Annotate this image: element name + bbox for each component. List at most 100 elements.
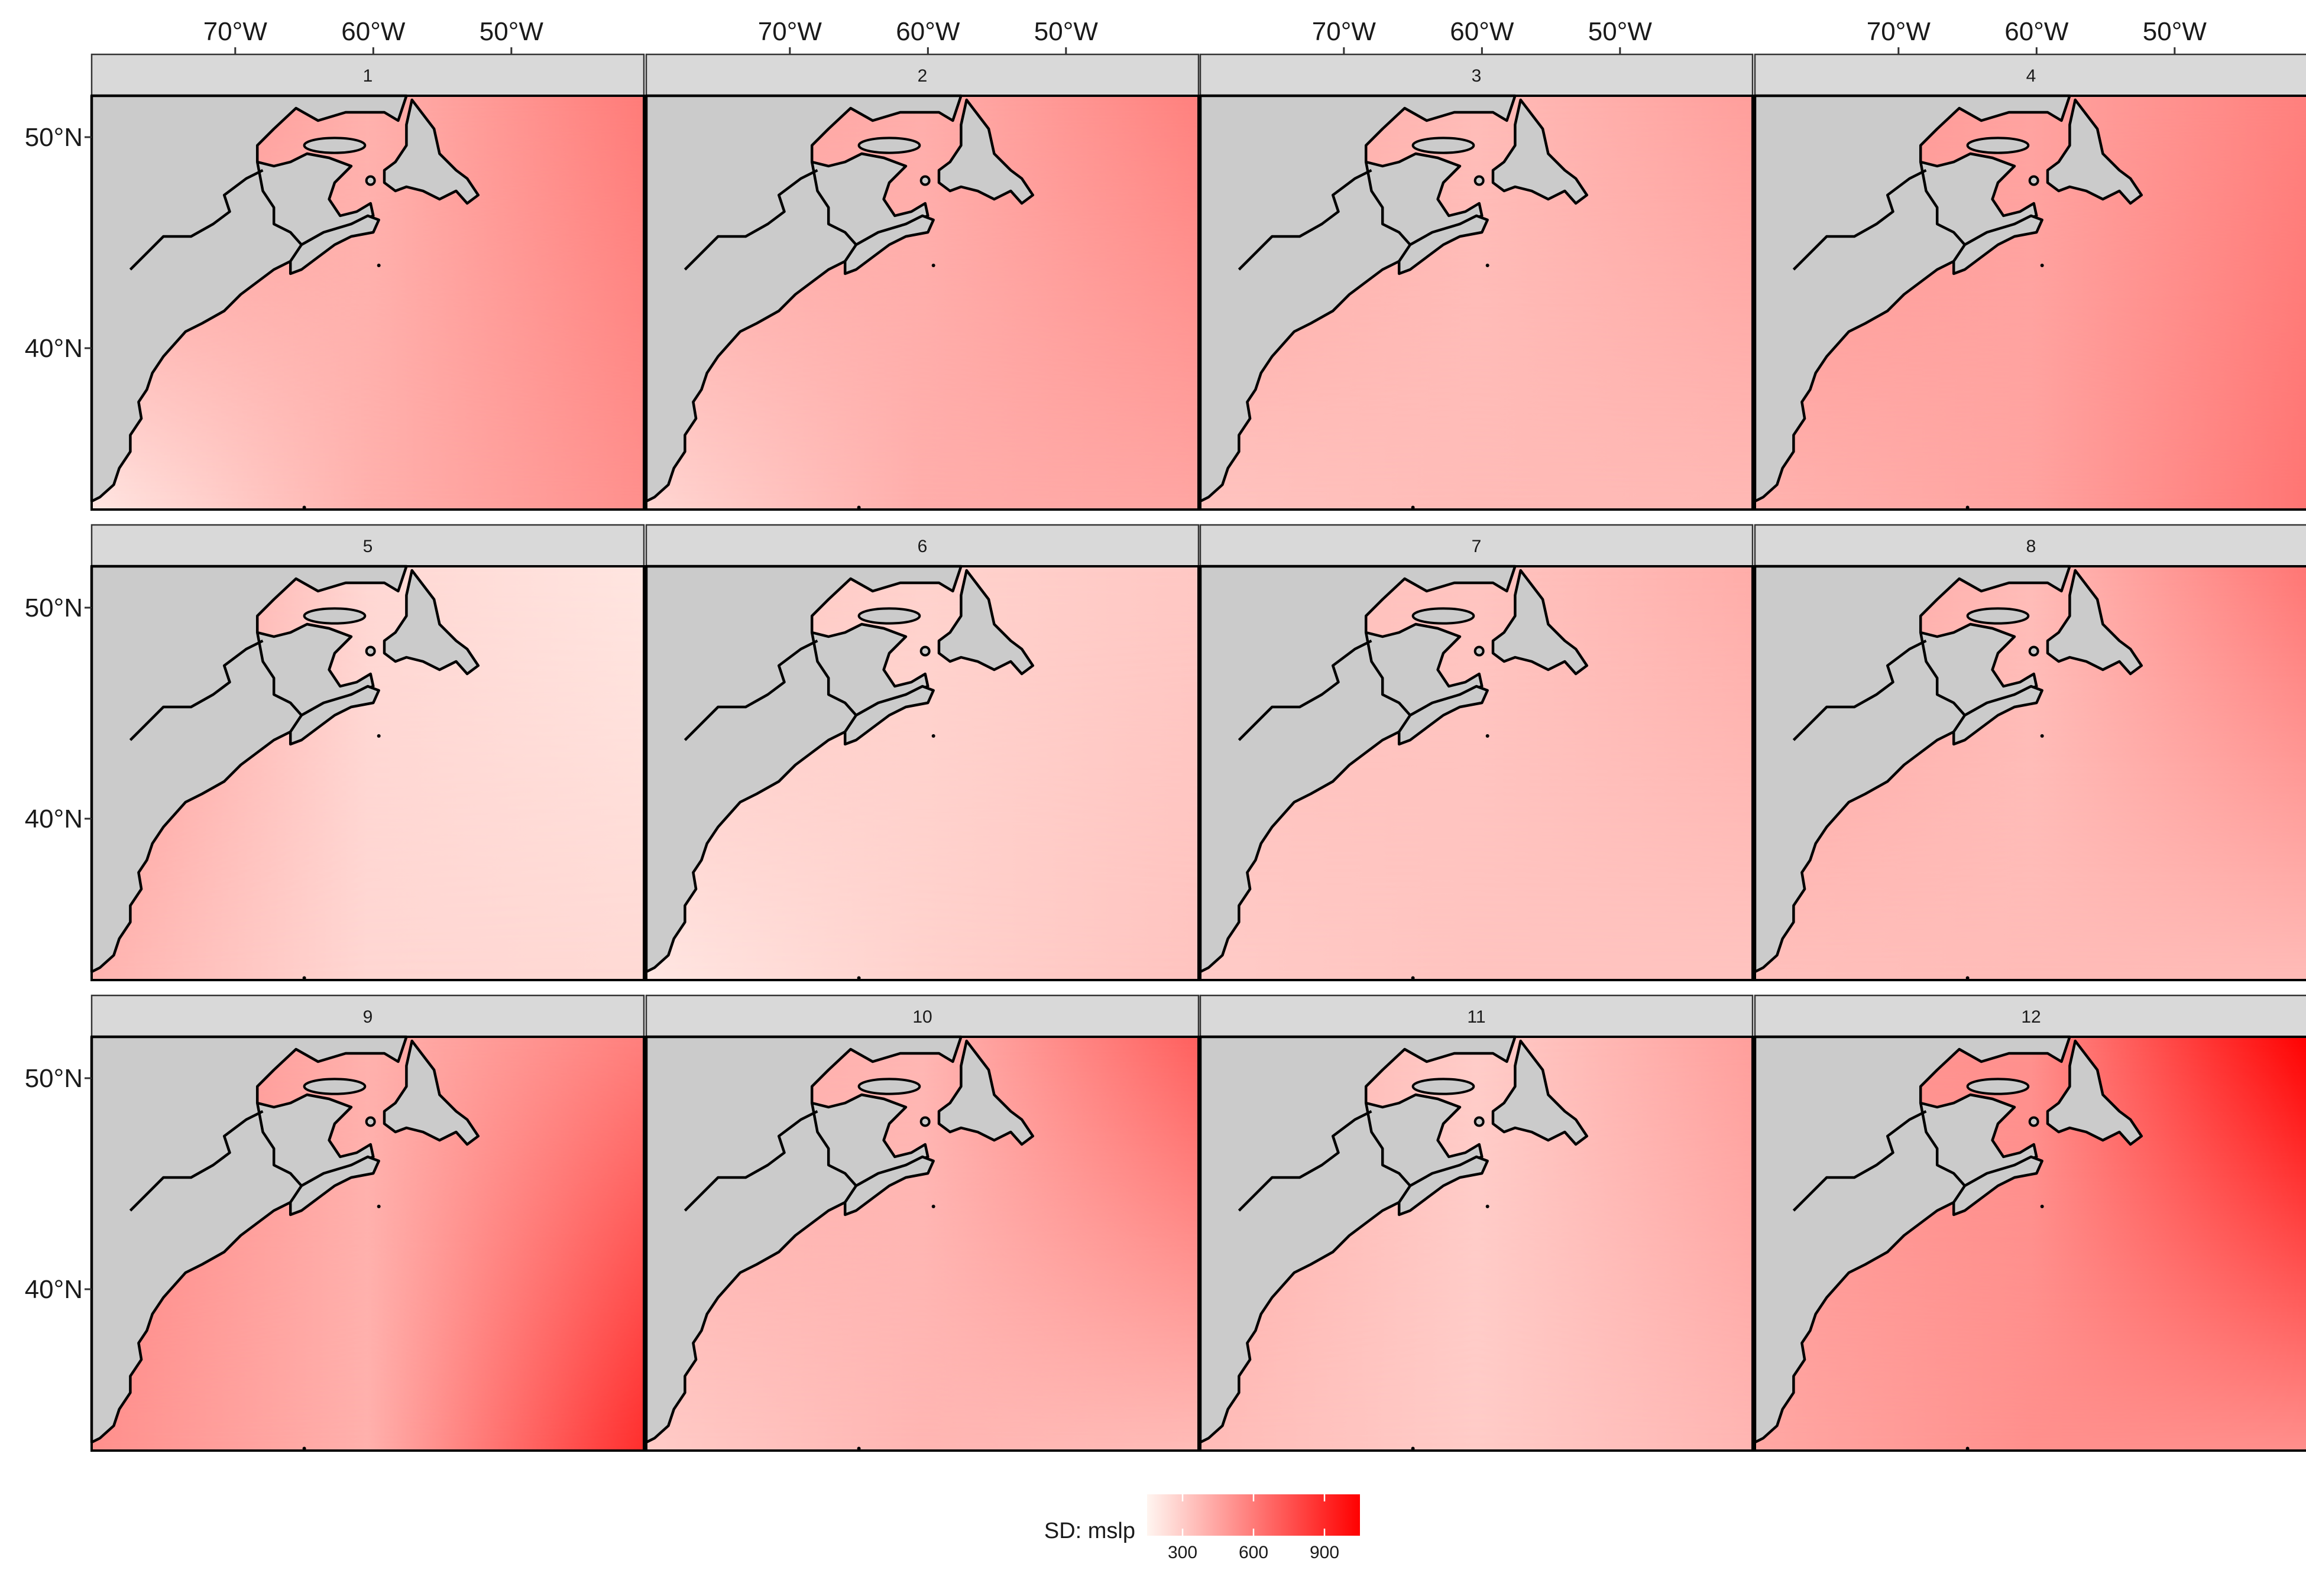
border-line <box>1238 168 1372 271</box>
border-line <box>1919 1102 1966 1187</box>
y-axis-tick-label: 50°N <box>25 123 83 152</box>
land-newfoundland <box>937 569 1035 676</box>
legend-tick-label: 900 <box>1310 1543 1339 1562</box>
border-line <box>1238 639 1372 741</box>
y-axis-tick-label: 40°N <box>25 805 83 833</box>
land-nova-scotia <box>289 214 380 275</box>
facet-panel-12: 12 <box>1753 994 2306 1452</box>
facet-panel-7: 7 <box>1199 524 1754 981</box>
border-line <box>1792 1110 1927 1212</box>
border-line <box>1238 1110 1372 1212</box>
x-axis-tick-label: 60°W <box>896 17 960 46</box>
border-line <box>129 168 264 271</box>
island-anticosti <box>857 1078 921 1095</box>
border-line <box>810 1102 857 1187</box>
island-anticosti <box>1966 137 2030 154</box>
facet-panel-9: 9 <box>90 994 645 1452</box>
facet-strip <box>90 994 645 1038</box>
land-newfoundland <box>2046 98 2143 205</box>
land-nova-scotia <box>1952 214 2043 275</box>
panel-border <box>1199 95 1754 511</box>
x-axis-tick-label: 70°W <box>758 17 822 46</box>
border-line <box>255 161 303 246</box>
facet-strip-label: 5 <box>363 537 373 556</box>
border-line <box>255 632 303 716</box>
border-line <box>1364 1102 1411 1187</box>
y-axis-tick-label: 50°N <box>25 1064 83 1093</box>
facet-strip <box>90 524 645 567</box>
facet-strip-label: 6 <box>918 537 928 556</box>
facet-panel-5: 5 <box>90 524 645 981</box>
border-line <box>684 639 818 741</box>
island-sable <box>2040 264 2044 267</box>
island-sable <box>377 734 381 738</box>
island-anticosti <box>1966 607 2030 625</box>
x-axis-tick-label: 50°W <box>480 17 544 46</box>
land-nova-scotia <box>289 685 380 746</box>
facet-strip <box>1199 994 1754 1038</box>
facet-panel-8: 8 <box>1753 524 2306 981</box>
land-newfoundland <box>383 1039 480 1146</box>
facet-strip <box>1754 994 2306 1038</box>
facet-strip-label: 11 <box>1467 1007 1485 1027</box>
panel-border <box>645 565 1200 981</box>
panel-border <box>1754 95 2306 511</box>
legend-title: SD: mslp <box>1044 1519 1135 1543</box>
land-nova-scotia <box>1952 1155 2043 1217</box>
island-pei <box>2028 1116 2039 1127</box>
y-axis-tick-label: 50°N <box>25 593 83 622</box>
facet-panel-10: 10 <box>644 994 1200 1452</box>
y-axis-tick-label: 40°N <box>25 334 83 363</box>
land-nova-scotia <box>843 214 935 275</box>
island-sable <box>1485 1205 1489 1208</box>
border-line <box>1792 168 1927 271</box>
land-newfoundland <box>1491 1039 1589 1146</box>
island-anticosti <box>1411 137 1475 154</box>
island-pei <box>1473 175 1485 186</box>
island-anticosti <box>303 137 367 154</box>
panel-border <box>1199 1036 1754 1452</box>
border-line <box>255 1102 303 1187</box>
island-pei <box>1473 645 1485 657</box>
facet-strip-label: 3 <box>1472 66 1482 86</box>
island-pei <box>919 1116 931 1127</box>
panel-border <box>90 95 645 511</box>
x-axis-tick-label: 60°W <box>1450 17 1514 46</box>
legend-tick-label: 300 <box>1168 1543 1197 1562</box>
facet-panel-2: 2 <box>644 53 1200 511</box>
land-nova-scotia <box>843 1155 935 1217</box>
panel-border <box>90 565 645 981</box>
color-legend: SD: mslp 300 600 900 <box>1044 1494 1360 1562</box>
land-newfoundland <box>2046 1039 2143 1146</box>
x-axis-tick-label: 60°W <box>2004 17 2069 46</box>
border-line <box>1792 639 1927 741</box>
border-line <box>129 639 264 741</box>
island-anticosti <box>857 137 921 154</box>
facet-strip-label: 1 <box>363 66 373 86</box>
facet-panel-6: 6 <box>644 524 1200 981</box>
facet-panel-11: 11 <box>1199 994 1754 1452</box>
land-nova-scotia <box>843 685 935 746</box>
facet-strip-label: 12 <box>2021 1007 2041 1027</box>
panel-border <box>1754 565 2306 981</box>
facet-strip-label: 4 <box>2026 66 2036 86</box>
island-sable <box>377 264 381 267</box>
island-anticosti <box>1966 1078 2030 1095</box>
land-newfoundland <box>937 98 1035 205</box>
facet-strip-label: 2 <box>918 66 928 86</box>
island-pei <box>365 175 376 186</box>
x-axis-tick-label: 70°W <box>1867 17 1931 46</box>
land-newfoundland <box>383 98 480 205</box>
border-line <box>1364 632 1411 716</box>
island-pei <box>365 645 376 657</box>
border-line <box>129 1110 264 1212</box>
land-nova-scotia <box>289 1155 380 1217</box>
border-line <box>684 168 818 271</box>
border-line <box>1919 161 1966 246</box>
land-newfoundland <box>383 569 480 676</box>
x-axis-tick-label: 50°W <box>2143 17 2207 46</box>
land-newfoundland <box>2046 569 2143 676</box>
island-anticosti <box>303 1078 367 1095</box>
x-axis-tick-label: 50°W <box>1588 17 1653 46</box>
